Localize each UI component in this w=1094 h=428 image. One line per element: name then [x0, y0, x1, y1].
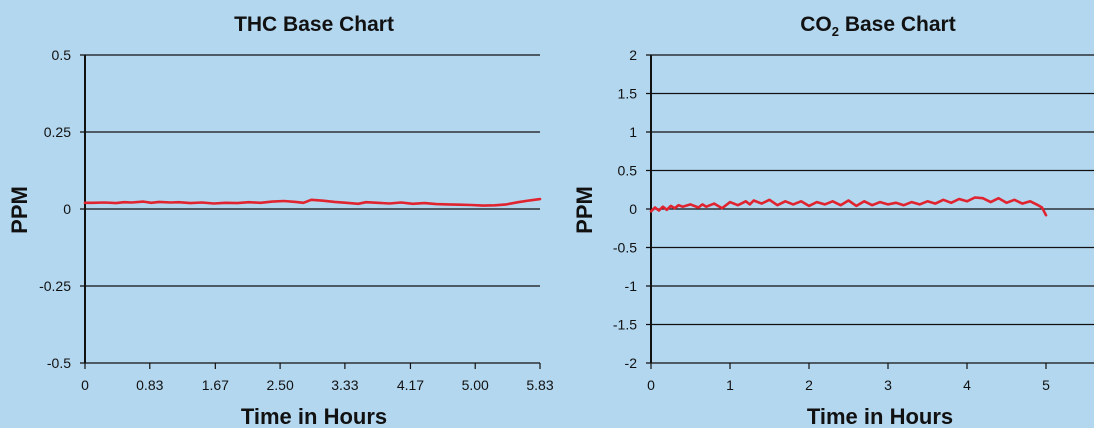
thc-x-tick-label: 2.50 [266, 377, 293, 393]
co2-series-line [649, 196, 1048, 217]
thc-x-tick-label: 0 [81, 377, 89, 393]
co2-x-tick-labels: 0 1 2 3 4 5 [647, 363, 1050, 393]
co2-x-tick-label: 1 [726, 377, 734, 393]
co2-title-rest: Base Chart [839, 13, 956, 36]
thc-gridlines [80, 54, 540, 364]
co2-x-axis-label: Time in Hours [807, 404, 953, 428]
thc-y-tick-label: 0.25 [44, 124, 71, 140]
co2-title-main: CO [800, 13, 832, 36]
co2-x-tick-label: 3 [884, 377, 892, 393]
thc-y-axis-label: PPM [7, 186, 32, 234]
thc-x-tick-label: 0.83 [136, 377, 163, 393]
co2-y-tick-label: 2 [629, 47, 637, 63]
co2-y-tick-label: -0.5 [613, 240, 637, 256]
thc-x-axis-label: Time in Hours [241, 404, 387, 428]
thc-y-tick-label: -0.5 [47, 355, 71, 371]
co2-x-tick-label: 0 [647, 377, 655, 393]
co2-x-tick-label: 4 [963, 377, 971, 393]
thc-x-tick-label: 1.67 [202, 377, 229, 393]
thc-y-tick-label: -0.25 [39, 278, 71, 294]
thc-x-tick-label: 4.17 [397, 377, 424, 393]
co2-x-tick-label: 5 [1042, 377, 1050, 393]
thc-x-tick-label: 5.83 [526, 377, 553, 393]
thc-y-tick-label: 0.5 [52, 47, 72, 63]
co2-y-tick-labels: 2 1.5 1 0.5 0 -0.5 -1 -1.5 -2 [613, 47, 637, 371]
co2-y-tick-label: 1 [629, 124, 637, 140]
co2-y-tick-label: 0.5 [618, 163, 638, 179]
thc-series [83, 197, 542, 207]
thc-x-tick-label: 3.33 [331, 377, 358, 393]
thc-x-tick-labels: 0 0.83 1.67 2.50 3.33 4.17 5.00 5.83 [81, 363, 554, 393]
co2-y-tick-label: 1.5 [618, 86, 638, 102]
co2-y-axis-label: PPM [572, 186, 597, 234]
co2-y-tick-label: 0 [629, 201, 637, 217]
thc-y-tick-label: 0 [63, 201, 71, 217]
co2-title-subscript: 2 [832, 24, 839, 39]
co2-y-tick-label: -2 [625, 355, 638, 371]
thc-chart: THC Base Chart 0.5 0.25 0 -0.25 -0.5 0 0.83 1.… [7, 13, 554, 428]
co2-y-tick-label: -1 [625, 278, 638, 294]
thc-y-tick-labels: 0.5 0.25 0 -0.25 -0.5 [39, 47, 71, 371]
co2-chart-title: CO2 Base Chart [800, 13, 955, 39]
co2-y-tick-label: -1.5 [613, 317, 637, 333]
co2-gridlines [646, 54, 1094, 364]
thc-series-line [83, 197, 542, 207]
thc-chart-title: THC Base Chart [234, 13, 394, 36]
co2-series [649, 196, 1048, 217]
thc-x-tick-label: 5.00 [462, 377, 489, 393]
co2-x-tick-label: 2 [805, 377, 813, 393]
